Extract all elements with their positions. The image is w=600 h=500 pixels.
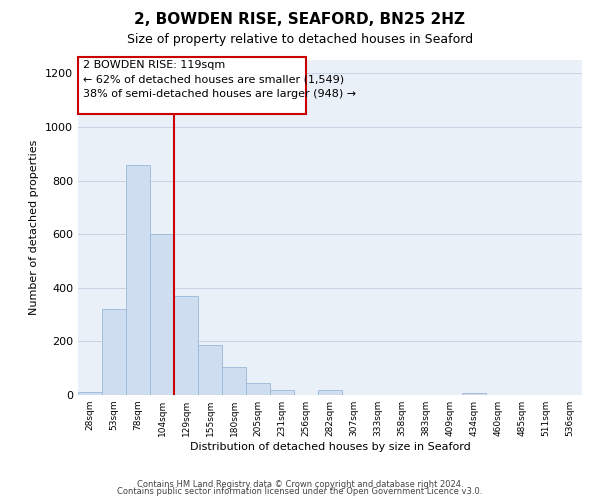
Text: ← 62% of detached houses are smaller (1,549): ← 62% of detached houses are smaller (1,… — [83, 74, 344, 85]
Text: Contains HM Land Registry data © Crown copyright and database right 2024.: Contains HM Land Registry data © Crown c… — [137, 480, 463, 489]
Bar — [462, 393, 486, 395]
Text: 38% of semi-detached houses are larger (948) →: 38% of semi-detached houses are larger (… — [83, 90, 356, 100]
Bar — [318, 390, 342, 395]
Text: Contains public sector information licensed under the Open Government Licence v3: Contains public sector information licen… — [118, 487, 482, 496]
Bar — [174, 296, 198, 395]
Y-axis label: Number of detached properties: Number of detached properties — [29, 140, 40, 315]
Bar — [222, 367, 246, 395]
Bar — [126, 164, 150, 395]
Bar — [198, 346, 222, 395]
Bar — [150, 234, 174, 395]
Bar — [78, 392, 102, 395]
Bar — [246, 383, 270, 395]
Text: 2 BOWDEN RISE: 119sqm: 2 BOWDEN RISE: 119sqm — [83, 60, 225, 70]
Text: 2, BOWDEN RISE, SEAFORD, BN25 2HZ: 2, BOWDEN RISE, SEAFORD, BN25 2HZ — [134, 12, 466, 28]
Bar — [78, 58, 306, 114]
Bar — [102, 309, 126, 395]
X-axis label: Distribution of detached houses by size in Seaford: Distribution of detached houses by size … — [190, 442, 470, 452]
Bar — [270, 390, 294, 395]
Text: Size of property relative to detached houses in Seaford: Size of property relative to detached ho… — [127, 32, 473, 46]
